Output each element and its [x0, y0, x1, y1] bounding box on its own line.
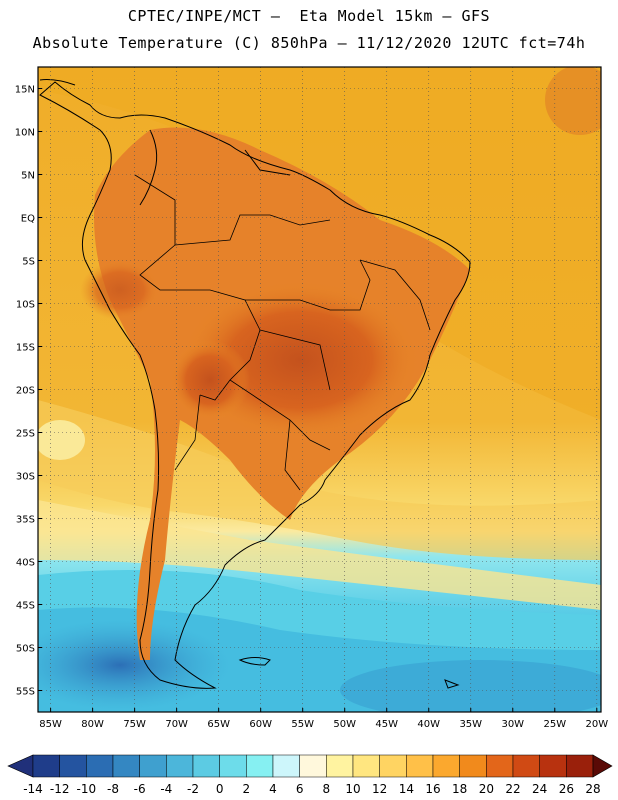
- colorbar-tick-label: 26: [559, 782, 574, 796]
- lat-label: 30S: [16, 472, 35, 483]
- colorbar-swatch: [486, 754, 514, 778]
- colorbar-tick-label: 18: [452, 782, 467, 796]
- temperature-field: [38, 67, 601, 712]
- latitude-labels: 15N 10N 5N EQ 5S 10S 15S 20S 25S 30S 35S 40S 45S 50S 5…: [15, 85, 42, 698]
- colorbar-tick-label: 8: [323, 782, 331, 796]
- colorbar-swatch: [406, 754, 434, 778]
- lat-label: 10N: [15, 128, 35, 139]
- lon-label: 35W: [459, 719, 482, 730]
- colorbar-swatch: [219, 754, 247, 778]
- colorbar-tick-label: 6: [296, 782, 304, 796]
- colorbar-tick-label: 4: [269, 782, 277, 796]
- lat-label: 40S: [16, 558, 35, 569]
- map-title-line2: Absolute Temperature (C) 850hPa — 11/12/…: [32, 34, 586, 52]
- lat-label: 55S: [16, 687, 35, 698]
- colorbar-swatch: [192, 754, 220, 778]
- colorbar-swatch: [379, 754, 407, 778]
- lon-label: 45W: [375, 719, 398, 730]
- coastlines: [39, 79, 471, 689]
- colorbar-tick-label: 22: [505, 782, 520, 796]
- colorbar-swatch: [352, 754, 380, 778]
- colorbar-tick-label: 14: [399, 782, 414, 796]
- colorbar-tick-label: -12: [50, 782, 70, 796]
- colorbar-swatch: [299, 754, 327, 778]
- lat-label: 50S: [16, 644, 35, 655]
- colorbar-over-arrow: [592, 754, 613, 778]
- colorbar-swatch: [166, 754, 194, 778]
- lon-label: 75W: [123, 719, 146, 730]
- colorbar-tick-label: 2: [243, 782, 251, 796]
- lat-label: 35S: [16, 515, 35, 526]
- colorbar-swatch: [112, 754, 140, 778]
- lon-label: 65W: [207, 719, 230, 730]
- country-borders: [134, 174, 431, 491]
- lat-label: 20S: [16, 386, 35, 397]
- lat-label: EQ: [21, 214, 35, 225]
- lat-label: 10S: [16, 300, 35, 311]
- colorbar-swatch: [512, 754, 540, 778]
- lon-label: 80W: [81, 719, 104, 730]
- colorbar-swatch: [326, 754, 354, 778]
- lon-label: 85W: [39, 719, 62, 730]
- colorbar-tick-label: 0: [216, 782, 224, 796]
- colorbar-swatch: [59, 754, 87, 778]
- lat-label: 25S: [16, 429, 35, 440]
- lon-label: 55W: [291, 719, 314, 730]
- lat-label: 45S: [16, 601, 35, 612]
- colorbar-tick-label: 10: [345, 782, 360, 796]
- colorbar-tick-label: -6: [134, 782, 146, 796]
- colorbar-tick-label: -2: [187, 782, 199, 796]
- lon-label: 60W: [249, 719, 272, 730]
- colorbar-swatch: [539, 754, 567, 778]
- colorbar-tick-label: 20: [479, 782, 494, 796]
- lon-label: 25W: [543, 719, 566, 730]
- colorbar-tick-label: -10: [77, 782, 97, 796]
- colorbar-tick-label: 28: [585, 782, 600, 796]
- colorbar-swatch: [272, 754, 300, 778]
- colorbar-under-arrow: [7, 754, 34, 778]
- colorbar-swatch: [432, 754, 460, 778]
- colorbar-swatch: [86, 754, 114, 778]
- lon-label: 40W: [417, 719, 440, 730]
- colorbar-swatch: [32, 754, 60, 778]
- colorbar: -14 -12 -10 -8 -6 -4 -2 0 2 4 6 8 10 12 14 16 18 20 22 24 26…: [7, 754, 613, 796]
- lat-label: 15N: [15, 85, 35, 96]
- lon-label: 20W: [585, 719, 608, 730]
- lon-label: 50W: [333, 719, 356, 730]
- lat-label: 5S: [22, 257, 35, 268]
- colorbar-tick-label: 16: [425, 782, 440, 796]
- colorbar-swatch: [566, 754, 594, 778]
- colorbar-tick-label: -4: [160, 782, 172, 796]
- map-title-line1: CPTEC/INPE/MCT — Eta Model 15km — GFS: [127, 7, 491, 25]
- colorbar-tick-label: -14: [23, 782, 43, 796]
- lon-label: 70W: [165, 719, 188, 730]
- longitude-labels: 85W 80W 75W 70W 65W 60W 55W 50W 45W 40W 35W 30W 25W 2…: [39, 708, 608, 730]
- colorbar-tick-label: 24: [532, 782, 547, 796]
- lat-label: 15S: [16, 343, 35, 354]
- colorbar-swatch: [246, 754, 274, 778]
- lat-label: 5N: [21, 171, 35, 182]
- colorbar-swatch: [459, 754, 487, 778]
- colorbar-tick-label: 12: [372, 782, 387, 796]
- colorbar-tick-label: -8: [107, 782, 119, 796]
- colorbar-swatch: [139, 754, 167, 778]
- lon-label: 30W: [501, 719, 524, 730]
